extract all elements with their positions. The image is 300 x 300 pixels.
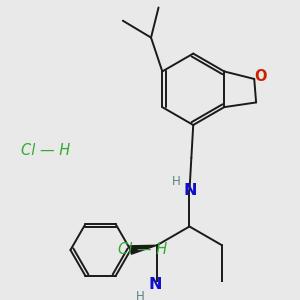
Text: N: N	[184, 183, 197, 198]
Text: O: O	[255, 69, 267, 84]
Text: Cl — H: Cl — H	[118, 242, 168, 257]
Text: H: H	[172, 175, 181, 188]
Text: N: N	[148, 277, 162, 292]
Text: Cl — H: Cl — H	[21, 143, 70, 158]
Polygon shape	[130, 245, 157, 254]
Text: H: H	[136, 290, 144, 300]
